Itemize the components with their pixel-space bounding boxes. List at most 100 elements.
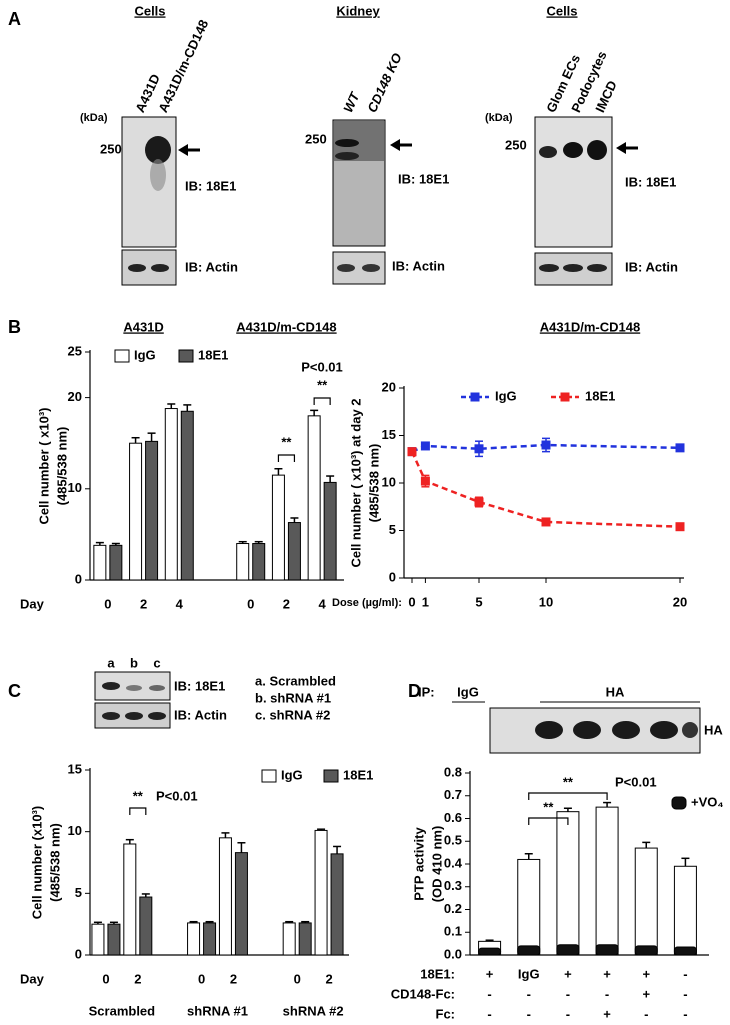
condition-cell: - [487, 1006, 491, 1021]
legend-label: IgG [495, 388, 517, 403]
y-tick-label: 0.0 [444, 946, 462, 961]
marker [407, 447, 417, 457]
y-tick-label: 10 [68, 823, 82, 838]
band [335, 152, 359, 160]
x-tick-label: 2 [283, 596, 290, 611]
legend-swatch [261, 769, 277, 783]
y-tick-label: 0.5 [444, 833, 462, 848]
x-tick-label: 4 [176, 596, 184, 611]
marker-label: 250 [100, 141, 122, 156]
band [335, 139, 359, 147]
bracket [528, 792, 608, 800]
blot-header: Cells [546, 3, 577, 18]
x-tick-label: 2 [140, 596, 147, 611]
y-axis-label: (OD 410 nm) [429, 826, 444, 903]
annotation: ** [563, 774, 574, 789]
lane-label: a [107, 655, 115, 670]
y-tick-label: 20 [68, 389, 82, 404]
y-tick-label: 5 [389, 522, 396, 537]
y-axis-label: (485/538 nm) [54, 427, 69, 506]
bar [287, 522, 301, 581]
ib-label: IB: 18E1 [174, 678, 225, 693]
lane-label: IgG [457, 684, 479, 699]
marker [675, 522, 685, 532]
lane-label: HA [606, 684, 625, 699]
y-tick-label: 0.7 [444, 787, 462, 802]
kda-label: (kDa) [485, 112, 513, 124]
y-tick-label: 0.2 [444, 901, 462, 916]
annotation: ** [281, 434, 292, 449]
band [149, 685, 165, 691]
condition-cell: - [487, 986, 491, 1001]
band [682, 722, 698, 738]
ib-label: IB: Actin [392, 258, 445, 273]
band [587, 264, 607, 272]
annotation: ** [133, 788, 144, 803]
line [410, 451, 681, 528]
x-tick-label: 0 [198, 971, 205, 986]
condition-cell: IgG [518, 966, 540, 981]
marker [474, 497, 484, 507]
band [539, 264, 559, 272]
annotation: P<0.01 [156, 788, 198, 803]
y-tick-label: 15 [382, 427, 396, 442]
y-tick-label: 0.4 [444, 855, 463, 870]
bar [109, 544, 123, 581]
band [150, 159, 166, 191]
x-tick-label: 0 [408, 594, 415, 609]
y-tick-label: 0 [389, 569, 396, 584]
marker [474, 444, 484, 454]
lane-label: A431D/m-CD148 [155, 17, 211, 114]
legend-marker [470, 392, 480, 402]
bar [282, 922, 296, 956]
group-label: shRNA #1 [187, 1003, 248, 1018]
bar [91, 923, 105, 956]
bar [634, 847, 658, 956]
y-axis-label: Cell number ( x10³) [36, 407, 51, 524]
marker [420, 476, 430, 486]
condition-cell: - [683, 1006, 687, 1021]
band [612, 721, 640, 739]
x-tick-label: 20 [673, 594, 687, 609]
x-tick-label: 1 [422, 594, 429, 609]
bracket [277, 454, 296, 462]
bar [93, 544, 107, 581]
lane-label: b [130, 655, 138, 670]
marker [541, 440, 551, 450]
bar [478, 947, 502, 956]
x-tick-label: 2 [325, 971, 332, 986]
condition-label: Fc: [436, 1006, 456, 1021]
y-axis-label: PTP activity [411, 827, 426, 901]
x-axis-label: Day [20, 596, 45, 611]
band [102, 712, 120, 720]
y-tick-label: 0 [75, 946, 82, 961]
x-axis-label: Dose (µg/ml): [332, 597, 402, 609]
panel-label: A [8, 9, 21, 29]
band [102, 682, 120, 690]
blot [534, 116, 613, 248]
annotation: ** [543, 799, 554, 814]
condition-cell: + [486, 966, 494, 981]
marker [541, 517, 551, 527]
band [145, 136, 171, 164]
bar [556, 944, 580, 956]
x-tick-label: 0 [247, 596, 254, 611]
marker-label: 250 [305, 131, 327, 146]
line [411, 443, 681, 453]
bar [164, 408, 178, 581]
bar [203, 922, 217, 956]
bar [145, 440, 159, 581]
y-tick-label: 20 [382, 379, 396, 394]
bar [595, 806, 619, 956]
panel-label: B [8, 317, 21, 337]
x-tick-label: 2 [134, 971, 141, 986]
x-tick-label: 0 [104, 596, 111, 611]
condition-cell: - [605, 986, 609, 1001]
bracket [528, 817, 569, 825]
condition-cell: - [527, 986, 531, 1001]
y-tick-label: 15 [68, 761, 82, 776]
bar [634, 945, 658, 956]
bar [673, 865, 697, 956]
group-label: Scrambled [89, 1003, 156, 1018]
bar [271, 474, 285, 581]
